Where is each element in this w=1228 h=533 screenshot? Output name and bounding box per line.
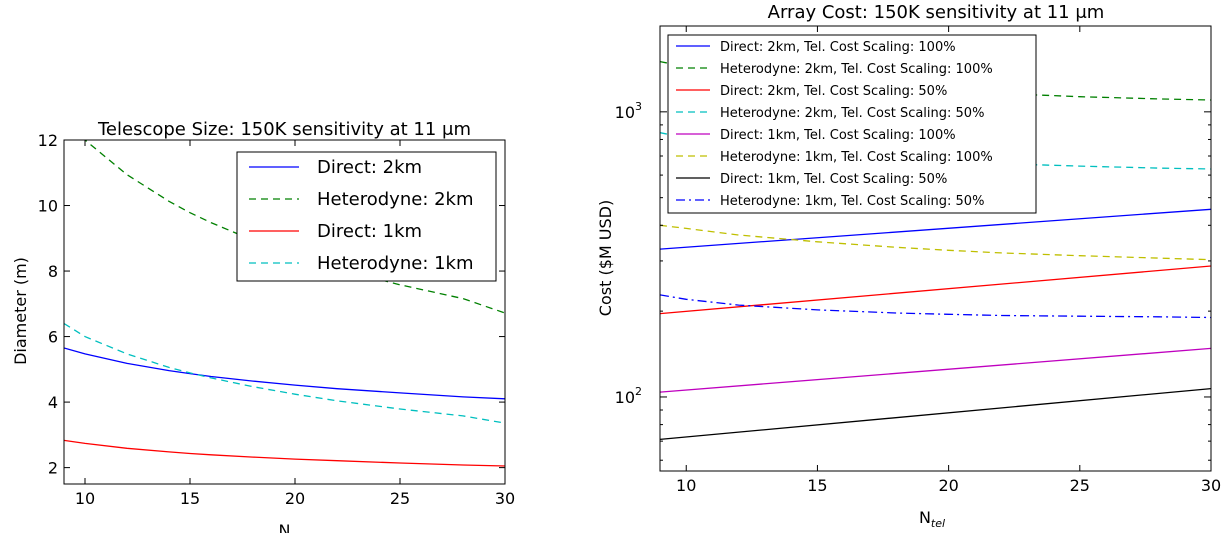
x-tick-label: 15	[180, 489, 200, 508]
x-tick-label: 25	[390, 489, 410, 508]
telescope-size-axes-frame	[63, 139, 506, 485]
array-cost-xlabel-main: N	[919, 508, 931, 527]
legend-label-heterodyne-1km: Heterodyne: 1km	[317, 253, 474, 274]
array-cost-xlabel-sub: tel	[931, 517, 945, 530]
y-tick-base: 10	[615, 388, 635, 407]
telescope-size-plot-area	[64, 140, 505, 467]
series-line-heterodyne-1km	[64, 322, 505, 424]
array-cost-title: Array Cost: 150K sensitivity at 11 μm	[768, 2, 1105, 23]
legend-label-heterodyne-2km-tel-cost-scaling-50: Heterodyne: 2km, Tel. Cost Scaling: 50%	[720, 106, 984, 121]
x-tick-label: 10	[75, 489, 95, 508]
legend-label-direct-2km-tel-cost-scaling-100: Direct: 2km, Tel. Cost Scaling: 100%	[720, 40, 956, 55]
y-tick-base: 10	[615, 103, 635, 122]
x-tick-label: 20	[938, 476, 958, 495]
series-line-heterodyne-1km-tel-cost-scaling-100	[660, 224, 1211, 261]
telescope-size-legend: Direct: 2km Heterodyne: 2km Direct: 1km Het…	[236, 151, 497, 282]
y-tick-label: 2	[48, 459, 58, 478]
series-line-direct-2km-tel-cost-scaling-100	[660, 208, 1211, 250]
y-tick-label: 10	[38, 197, 58, 216]
telescope-size-xlabel: N	[279, 521, 291, 533]
x-tick-label: 10	[676, 476, 696, 495]
array-cost-xlabel: Ntel	[919, 508, 945, 530]
telescope-size-title: Telescope Size: 150K sensitivity at 11 μ…	[97, 119, 471, 140]
legend-label-direct-1km-tel-cost-scaling-50: Direct: 1km, Tel. Cost Scaling: 50%	[720, 172, 947, 187]
array-cost-ylabel: Cost ($M USD)	[596, 200, 615, 316]
y-tick-label: 8	[48, 262, 58, 281]
series-line-direct-1km	[64, 439, 505, 467]
y-tick-label: 102	[615, 385, 642, 407]
series-line-direct-1km-tel-cost-scaling-50	[660, 387, 1211, 441]
telescope-size-ylabel: Diameter (m)	[11, 257, 30, 365]
x-tick-label: 30	[1201, 476, 1221, 495]
y-tick-label: 12	[38, 131, 58, 150]
series-line-direct-2km-tel-cost-scaling-50	[660, 265, 1211, 315]
telescope-size-y-ticks: 2 4 6 8 10 12	[38, 131, 505, 478]
array-cost-chart: Array Cost: 150K sensitivity at 11 μm Co…	[596, 2, 1221, 530]
y-tick-label: 4	[48, 393, 58, 412]
legend-label-heterodyne-1km-tel-cost-scaling-100: Heterodyne: 1km, Tel. Cost Scaling: 100%	[720, 150, 993, 165]
legend-label-heterodyne-2km-tel-cost-scaling-100: Heterodyne: 2km, Tel. Cost Scaling: 100%	[720, 62, 993, 77]
telescope-size-x-ticks: 10 15 20 25 30	[75, 140, 515, 508]
array-cost-x-ticks: 10 15 20 25 30	[676, 26, 1221, 495]
legend-box	[667, 34, 1037, 214]
y-tick-exponent: 2	[635, 385, 642, 398]
legend-label-direct-1km: Direct: 1km	[317, 221, 422, 242]
x-tick-label: 25	[1070, 476, 1090, 495]
legend-label-direct-2km-tel-cost-scaling-50: Direct: 2km, Tel. Cost Scaling: 50%	[720, 84, 947, 99]
legend-label-heterodyne-2km: Heterodyne: 2km	[317, 189, 474, 210]
y-tick-label: 6	[48, 328, 58, 347]
series-line-direct-2km	[64, 347, 505, 400]
x-tick-label: 20	[285, 489, 305, 508]
legend-label-direct-1km-tel-cost-scaling-100: Direct: 1km, Tel. Cost Scaling: 100%	[720, 128, 956, 143]
x-tick-label: 30	[495, 489, 515, 508]
x-tick-label: 15	[807, 476, 827, 495]
array-cost-legend: Direct: 2km, Tel. Cost Scaling: 100% Hete…	[667, 34, 1037, 214]
series-line-heterodyne-1km-tel-cost-scaling-50	[660, 294, 1211, 319]
array-cost-axes-frame	[659, 25, 1212, 472]
series-line-heterodyne-2km	[84, 140, 505, 314]
y-tick-exponent: 3	[635, 100, 642, 113]
legend-label-heterodyne-1km-tel-cost-scaling-50: Heterodyne: 1km, Tel. Cost Scaling: 50%	[720, 194, 984, 209]
legend-label-direct-2km: Direct: 2km	[317, 157, 422, 178]
series-line-direct-1km-tel-cost-scaling-100	[660, 347, 1211, 393]
legend-box	[236, 151, 497, 282]
y-tick-label: 103	[615, 100, 642, 122]
telescope-size-chart: Telescope Size: 150K sensitivity at 11 μ…	[11, 119, 515, 533]
